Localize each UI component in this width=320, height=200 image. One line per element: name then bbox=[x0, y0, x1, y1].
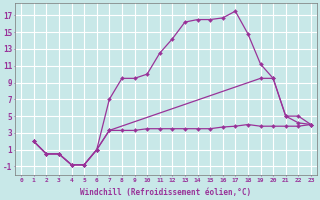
X-axis label: Windchill (Refroidissement éolien,°C): Windchill (Refroidissement éolien,°C) bbox=[80, 188, 252, 197]
